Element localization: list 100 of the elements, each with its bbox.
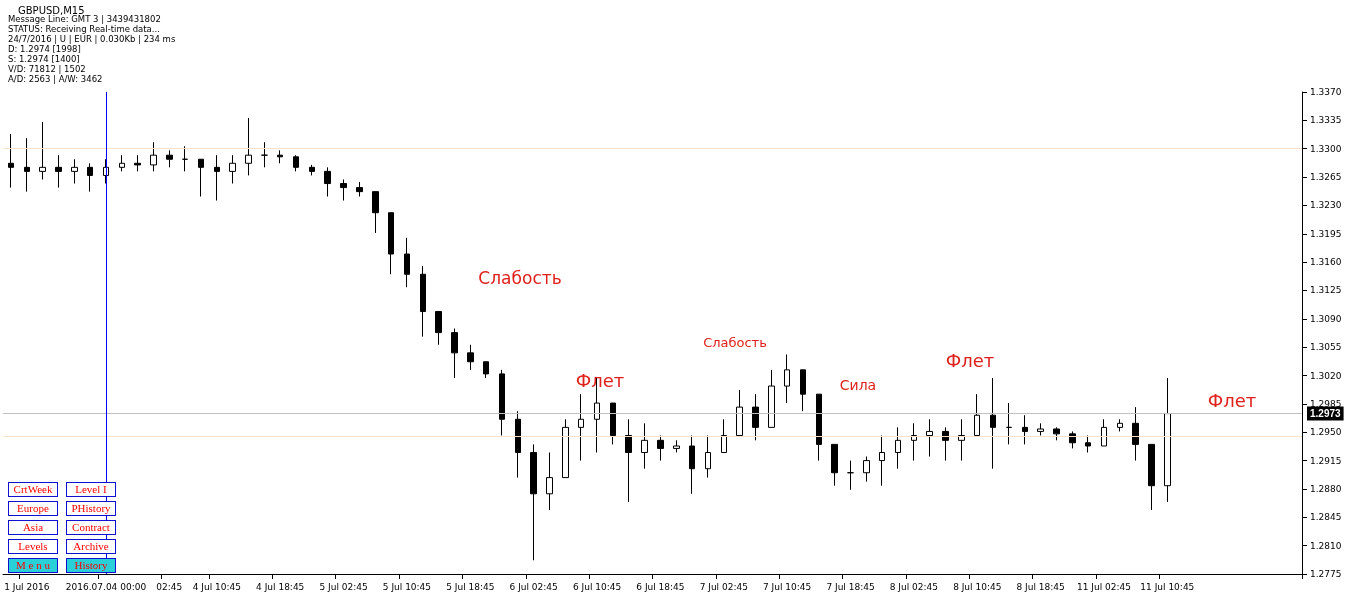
candlestick — [673, 439, 680, 453]
annotation: History — [66, 558, 116, 573]
text: D: 1.2974 [1998] — [8, 44, 82, 54]
text: Message Line: GMT 3 | 3439431802 — [8, 14, 162, 24]
x-tick-label: 5 Jul 18:45 — [446, 581, 495, 592]
x-tick-label: 1 Jul 2016 — [4, 581, 50, 592]
annotation: M e n u — [8, 558, 58, 573]
candlestick — [625, 418, 632, 503]
y-tick-label: 1.2985 — [1310, 398, 1342, 409]
candlestick — [689, 434, 695, 495]
candlestick — [8, 133, 14, 189]
annotation: Asia — [8, 520, 58, 535]
y-tick-label: 1.2775 — [1310, 569, 1342, 579]
candlestick — [24, 137, 30, 193]
y-tick-label: 1.2915 — [1310, 455, 1342, 466]
x-tick-label: 8 Jul 18:45 — [1016, 581, 1065, 592]
candlestick — [863, 456, 870, 483]
candlestick — [879, 434, 885, 487]
candlestick — [1132, 406, 1139, 462]
x-tick-label: 4 Jul 10:45 — [192, 581, 241, 592]
candlestick — [340, 178, 347, 202]
candlestick — [404, 237, 410, 288]
candlestick — [388, 212, 394, 275]
candlestick — [705, 434, 711, 479]
candlestick — [324, 166, 331, 197]
annotation: Слабость — [478, 268, 562, 288]
y-tick-label: 1.3300 — [1310, 143, 1342, 154]
candlestick — [166, 149, 173, 168]
candlestick — [895, 426, 901, 470]
candlestick — [198, 158, 204, 197]
candlestick — [1069, 430, 1076, 449]
candlestick — [71, 158, 78, 185]
candlestick — [990, 377, 996, 470]
text: STATUS: Receiving Real-time data... — [8, 24, 161, 34]
y-tick-label: 1.3055 — [1310, 342, 1342, 353]
x-tick-label: 5 Jul 10:45 — [382, 581, 432, 592]
candlestick — [1006, 402, 1012, 445]
x-tick-label: 2016.07.04 00:00 — [65, 581, 147, 592]
candlestick — [610, 402, 616, 445]
x-tick-label: 11 Jul 02:45 — [1076, 581, 1131, 592]
candlestick — [293, 154, 299, 172]
candlestick — [816, 393, 822, 462]
x-tick-label: 4 Jul 18:45 — [256, 581, 305, 592]
annotation: Флет — [1207, 389, 1257, 411]
y-tick-label: 1.3020 — [1310, 370, 1342, 381]
x-tick-label: 8 Jul 10:45 — [953, 581, 1002, 592]
candlestick — [1117, 418, 1123, 432]
candlestick — [578, 393, 584, 462]
candlestick — [245, 117, 252, 176]
y-tick-label: 1.3230 — [1310, 200, 1342, 211]
candlestick — [1022, 414, 1028, 445]
candlestick — [736, 389, 743, 436]
text: 24/7/2016 | U | EUR | 0.030Kb | 234 ms — [8, 34, 176, 44]
x-tick-label: 02:45 — [156, 581, 183, 592]
candlestick — [214, 154, 220, 202]
candlestick — [911, 422, 917, 462]
x-tick-label: 8 Jul 02:45 — [889, 581, 939, 592]
candlestick — [435, 311, 442, 346]
x-tick-label: 6 Jul 02:45 — [509, 581, 558, 592]
candlestick — [926, 418, 933, 458]
candlestick — [784, 353, 790, 404]
candlestick — [942, 426, 949, 462]
x-tick-label: 7 Jul 02:45 — [699, 581, 748, 592]
y-tick-label: 1.3265 — [1310, 172, 1342, 183]
candlestick — [182, 145, 188, 172]
annotation: Archive — [66, 539, 116, 554]
candlestick — [657, 434, 664, 462]
x-tick-label: 11 Jul 10:45 — [1140, 581, 1195, 592]
candlestick — [752, 393, 759, 441]
text: A/D: 2563 | A/W: 3462 — [8, 74, 104, 84]
candlestick — [721, 418, 727, 453]
candlestick — [39, 121, 46, 180]
y-tick-label: 1.3370 — [1310, 87, 1342, 97]
annotation: Contract — [66, 520, 116, 535]
annotation: Level I — [66, 482, 116, 497]
y-tick-label: 1.3160 — [1310, 257, 1342, 268]
candlestick — [1148, 443, 1155, 511]
candlestick — [546, 451, 553, 511]
candlestick — [515, 410, 521, 479]
y-tick-label: 1.2880 — [1310, 483, 1342, 494]
annotation: Флет — [575, 369, 625, 391]
x-tick-label: 6 Jul 18:45 — [636, 581, 685, 592]
candlestick — [1085, 434, 1091, 453]
candlestick — [277, 149, 283, 164]
candlestick — [309, 164, 315, 176]
annotation: Флет — [945, 349, 995, 371]
candlestick — [1037, 422, 1044, 436]
candlestick — [87, 162, 93, 193]
x-tick-label: 5 Jul 02:45 — [319, 581, 368, 592]
candlestick — [800, 369, 806, 412]
text: V/D: 71812 | 1502 — [8, 64, 87, 74]
annotation: Levels — [8, 539, 58, 554]
annotation: Слабость — [703, 334, 767, 350]
annotation: CrtWeek — [8, 482, 58, 497]
candlestick — [958, 418, 965, 462]
candlestick — [483, 361, 489, 379]
x-tick-label: 7 Jul 10:45 — [763, 581, 812, 592]
candlestick — [1164, 377, 1171, 503]
annotation: Сила — [839, 377, 877, 393]
candlestick — [372, 191, 379, 234]
